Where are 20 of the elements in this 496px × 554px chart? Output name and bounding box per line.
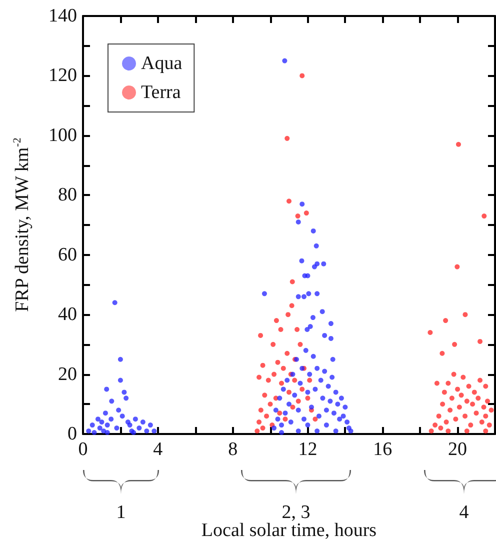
y-tick-label: 40 [58,304,77,326]
text: 1 [116,502,126,523]
y-tick-label: 0 [68,424,77,444]
y-tick-label: 80 [58,184,77,206]
y-tick-label: 20 [58,364,77,385]
x-tick-label: 20 [448,439,468,460]
x-tick-label: 8 [228,439,238,460]
x-tick-label: 16 [373,439,392,460]
y-tick-label: 100 [48,124,77,146]
text: 4 [459,502,470,523]
legend-label: Terra [141,82,182,103]
y-tick-label: 140 [48,6,77,26]
x-tick-label: 12 [298,439,318,460]
y-tick-label: 120 [48,65,77,86]
legend-label: Aqua [141,53,183,74]
x-tick-label: 4 [153,439,164,460]
y-tick-label: 60 [58,244,77,266]
y-axis-title: FRP density, MW km-2 [12,138,33,312]
x-axis-title: Local solar time, hours [201,520,377,541]
text: 2, 3 [282,502,310,523]
